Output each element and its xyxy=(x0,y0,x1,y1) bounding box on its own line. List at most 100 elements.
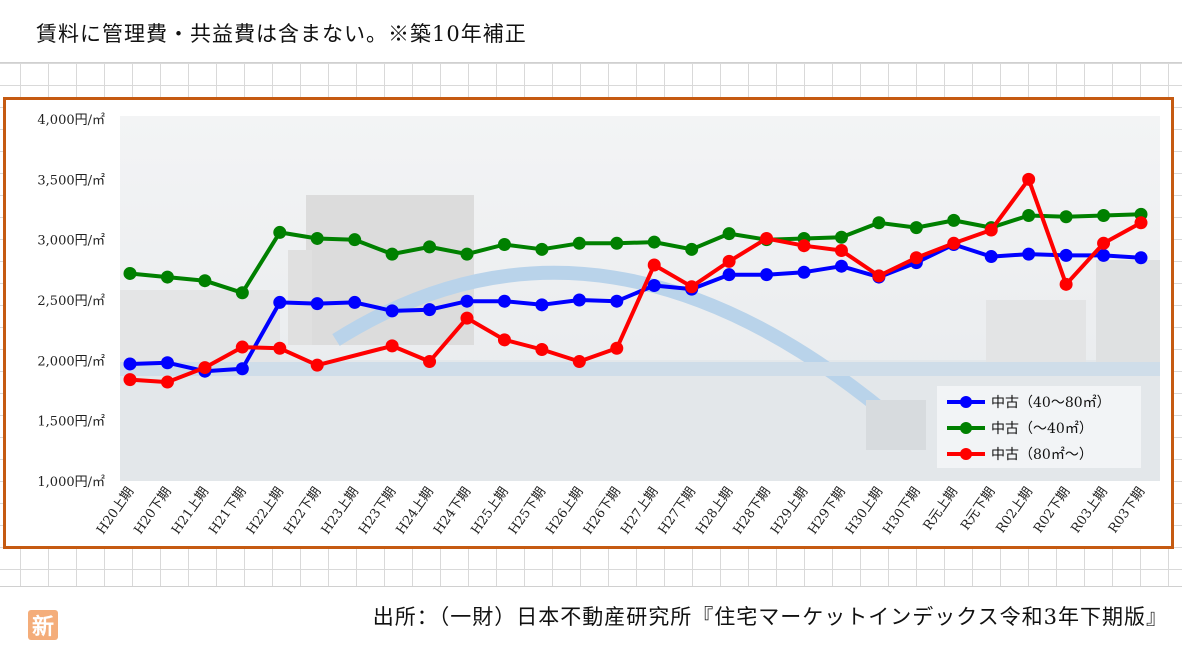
data-point[interactable] xyxy=(572,293,586,307)
data-point[interactable] xyxy=(610,236,624,250)
data-point[interactable] xyxy=(198,274,212,288)
data-point[interactable] xyxy=(123,373,137,387)
legend-label: 中古（〜40㎡） xyxy=(991,421,1093,437)
data-point[interactable] xyxy=(572,236,586,250)
x-tick-label: R03上期 xyxy=(1069,485,1111,536)
data-point[interactable] xyxy=(535,342,549,356)
data-point[interactable] xyxy=(235,340,249,354)
legend-swatch-marker xyxy=(960,422,972,434)
rent-note: 賃料に管理費・共益費は含まない。※築10年補正 xyxy=(36,22,527,46)
data-point[interactable] xyxy=(235,286,249,300)
data-point[interactable] xyxy=(385,247,399,261)
x-tick-label: R元上期 xyxy=(921,485,961,534)
data-point[interactable] xyxy=(423,355,437,369)
data-point[interactable] xyxy=(572,355,586,369)
data-point[interactable] xyxy=(273,295,287,309)
data-point[interactable] xyxy=(647,258,661,272)
data-point[interactable] xyxy=(273,341,287,355)
data-point[interactable] xyxy=(984,250,998,264)
data-point[interactable] xyxy=(797,239,811,253)
x-tick-label: R02下期 xyxy=(1031,485,1073,536)
data-point[interactable] xyxy=(1022,209,1036,223)
data-point[interactable] xyxy=(647,235,661,249)
y-tick-label: 1,000円/㎡ xyxy=(37,475,105,490)
data-point[interactable] xyxy=(647,279,661,293)
data-point[interactable] xyxy=(160,375,174,389)
data-point[interactable] xyxy=(385,339,399,353)
data-point[interactable] xyxy=(160,270,174,284)
data-point[interactable] xyxy=(423,303,437,317)
data-point[interactable] xyxy=(947,236,961,250)
data-point[interactable] xyxy=(535,298,549,312)
legend-swatch-marker xyxy=(960,396,972,408)
data-point[interactable] xyxy=(760,268,774,282)
footer-band xyxy=(0,586,1182,651)
data-point[interactable] xyxy=(497,333,511,347)
y-tick-label: 2,000円/㎡ xyxy=(37,354,105,369)
data-point[interactable] xyxy=(909,251,923,265)
data-point[interactable] xyxy=(1022,247,1036,261)
data-point[interactable] xyxy=(685,280,699,294)
x-tick-label: H30下期 xyxy=(880,485,923,538)
data-point[interactable] xyxy=(685,242,699,256)
data-point[interactable] xyxy=(1097,236,1111,250)
data-point[interactable] xyxy=(497,237,511,251)
data-point[interactable] xyxy=(497,294,511,308)
legend: 中古（40〜80㎡） 中古（〜40㎡） 中古（80㎡〜） xyxy=(937,386,1141,468)
y-tick-label: 2,500円/㎡ xyxy=(37,294,105,309)
data-point[interactable] xyxy=(722,227,736,241)
data-point[interactable] xyxy=(460,294,474,308)
y-tick-label: 3,500円/㎡ xyxy=(37,173,105,188)
data-point[interactable] xyxy=(1097,209,1111,223)
data-point[interactable] xyxy=(722,268,736,282)
data-point[interactable] xyxy=(385,304,399,318)
data-point[interactable] xyxy=(760,231,774,245)
data-point[interactable] xyxy=(872,216,886,230)
data-point[interactable] xyxy=(423,240,437,254)
x-tick-label: R03下期 xyxy=(1106,485,1148,536)
data-point[interactable] xyxy=(310,231,324,245)
series-line xyxy=(129,212,1142,295)
data-point[interactable] xyxy=(797,265,811,279)
data-point[interactable] xyxy=(947,213,961,227)
data-point[interactable] xyxy=(722,254,736,268)
new-badge: 新 xyxy=(28,610,58,640)
data-point[interactable] xyxy=(834,230,848,244)
data-point[interactable] xyxy=(348,233,362,247)
header-band xyxy=(0,0,1182,63)
data-point[interactable] xyxy=(610,294,624,308)
data-point[interactable] xyxy=(1022,172,1036,186)
data-point[interactable] xyxy=(1134,216,1148,230)
rent-line-chart: 1,000円/㎡ 1,500円/㎡ 2,000円/㎡ 2,500円/㎡ 3,000円/㎡… xyxy=(37,113,1160,538)
data-point[interactable] xyxy=(460,311,474,325)
legend-swatch-marker xyxy=(960,448,972,460)
data-point[interactable] xyxy=(123,357,137,371)
data-point[interactable] xyxy=(160,356,174,370)
data-point[interactable] xyxy=(348,295,362,309)
data-point[interactable] xyxy=(198,361,212,375)
data-point[interactable] xyxy=(273,225,287,239)
data-point[interactable] xyxy=(310,358,324,372)
data-point[interactable] xyxy=(1059,277,1073,291)
x-tick-label: R元下期 xyxy=(958,485,998,534)
data-point[interactable] xyxy=(235,362,249,376)
data-point[interactable] xyxy=(1097,248,1111,262)
series-2 xyxy=(123,172,1148,389)
x-tick-label: R02上期 xyxy=(994,485,1036,536)
data-point[interactable] xyxy=(872,269,886,283)
data-point[interactable] xyxy=(123,266,137,280)
data-point[interactable] xyxy=(984,223,998,237)
data-point[interactable] xyxy=(1059,248,1073,262)
data-point[interactable] xyxy=(834,244,848,258)
data-point[interactable] xyxy=(460,247,474,261)
data-point[interactable] xyxy=(834,259,848,273)
data-point[interactable] xyxy=(610,341,624,355)
data-point[interactable] xyxy=(1134,251,1148,265)
data-point[interactable] xyxy=(1059,210,1073,224)
legend-label: 中古（40〜80㎡） xyxy=(991,395,1111,411)
data-point[interactable] xyxy=(310,297,324,311)
chart-frame[interactable]: 1,000円/㎡ 1,500円/㎡ 2,000円/㎡ 2,500円/㎡ 3,000円/㎡… xyxy=(3,97,1174,640)
data-point[interactable] xyxy=(535,242,549,256)
data-point[interactable] xyxy=(909,221,923,235)
y-axis: 1,000円/㎡ 1,500円/㎡ 2,000円/㎡ 2,500円/㎡ 3,000円/㎡… xyxy=(37,113,105,490)
